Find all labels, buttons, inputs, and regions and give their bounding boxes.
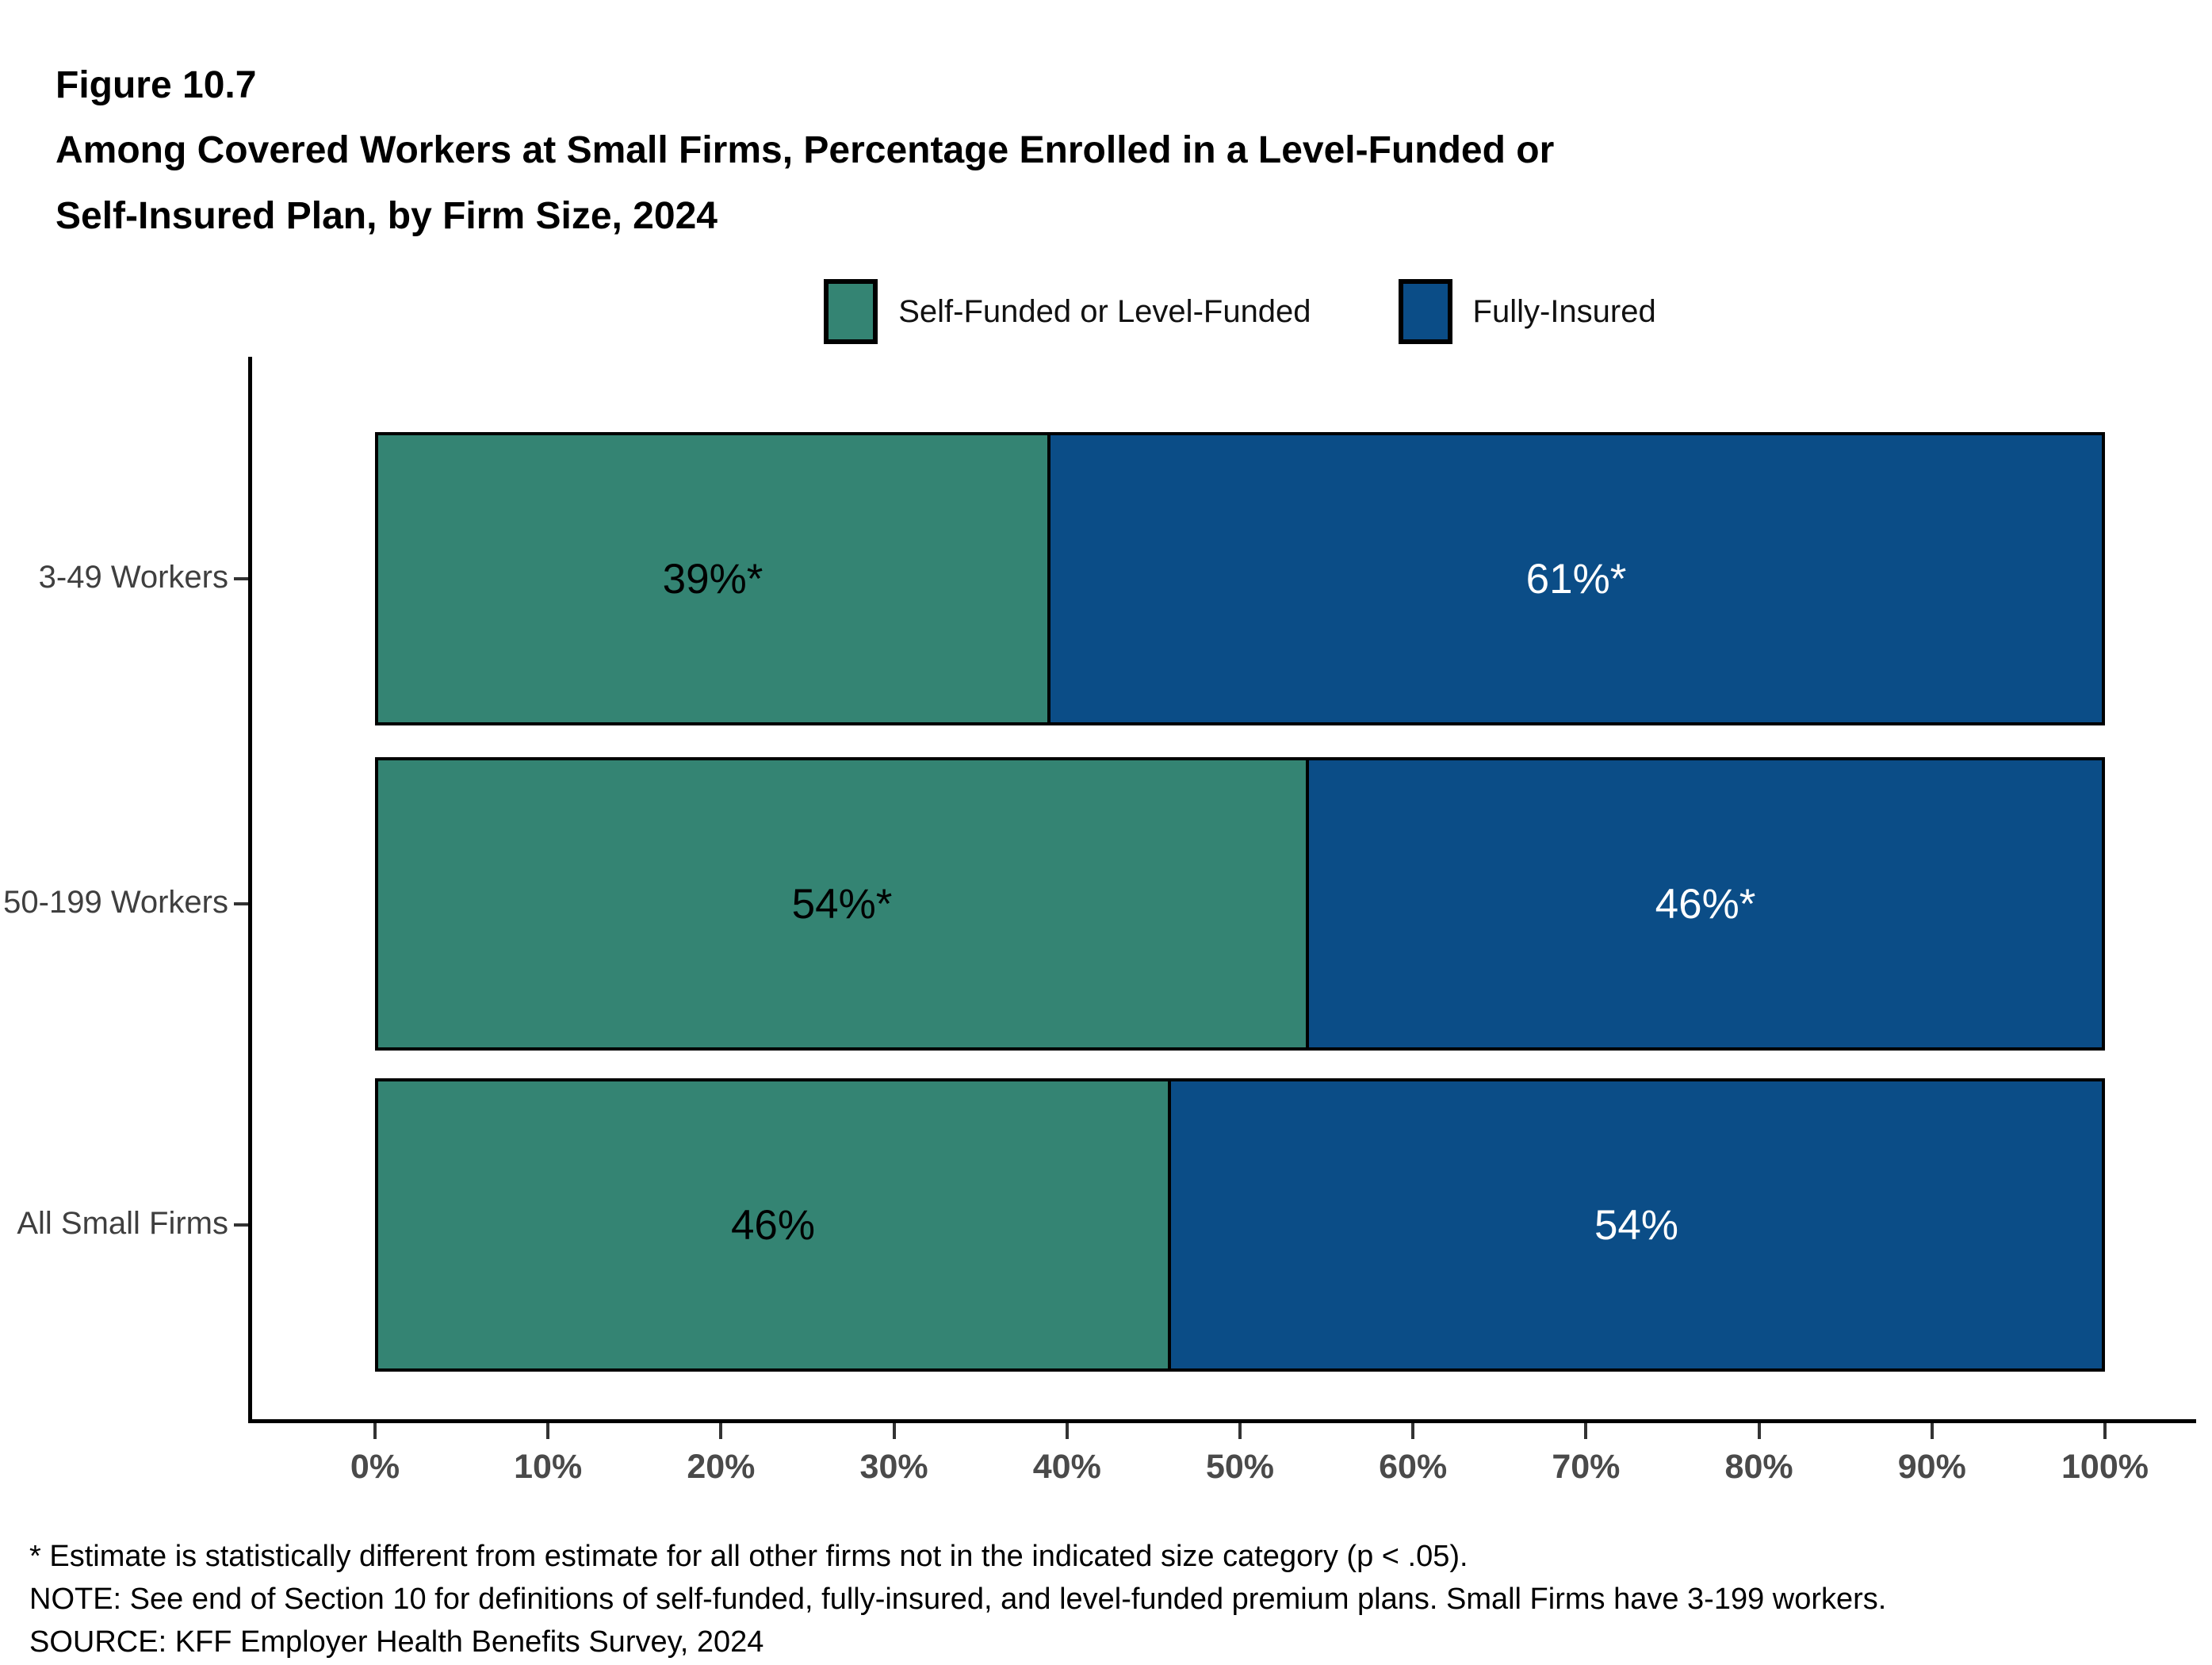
legend-swatch-icon: [1398, 279, 1452, 344]
bar-segment-self-funded: 54%*: [378, 760, 1309, 1047]
legend-label: Self-Funded or Level-Funded: [898, 293, 1311, 329]
bar-value-label: 39%*: [662, 555, 763, 603]
x-tick-label: 60%: [1379, 1448, 1448, 1486]
y-tick-mark: [234, 1223, 248, 1227]
y-axis-line: [248, 357, 252, 1423]
x-tick-mark: [1411, 1423, 1415, 1439]
x-tick-mark: [1584, 1423, 1588, 1439]
x-tick-label: 0%: [350, 1448, 400, 1486]
bar-row: 46% 54%: [375, 1078, 2105, 1372]
bar-segment-fully-insured: 54%: [1171, 1081, 2102, 1368]
x-tick-mark: [1065, 1423, 1069, 1439]
x-tick-mark: [546, 1423, 550, 1439]
y-tick-mark: [234, 577, 248, 580]
x-axis-line: [248, 1419, 2196, 1423]
x-tick-label: 20%: [687, 1448, 756, 1486]
x-tick-mark: [373, 1423, 377, 1439]
bar-value-label: 54%: [1594, 1201, 1679, 1249]
x-tick-mark: [719, 1423, 723, 1439]
x-tick-label: 10%: [514, 1448, 583, 1486]
bar-segment-self-funded: 46%: [378, 1081, 1171, 1368]
x-tick-mark: [892, 1423, 896, 1439]
y-axis-label: 3-49 Workers: [38, 560, 228, 595]
footnote-source: SOURCE: KFF Employer Health Benefits Sur…: [29, 1625, 764, 1659]
y-tick-mark: [234, 902, 248, 905]
bar-row: 54%* 46%*: [375, 757, 2105, 1051]
x-tick-label: 90%: [1897, 1448, 1966, 1486]
chart-header: Figure 10.7 Among Covered Workers at Sma…: [55, 54, 1554, 249]
x-tick-label: 50%: [1205, 1448, 1275, 1486]
x-tick-label: 70%: [1552, 1448, 1621, 1486]
x-tick-label: 100%: [2061, 1448, 2149, 1486]
bar-value-label: 46%*: [1655, 880, 1756, 928]
x-tick-mark: [1238, 1423, 1242, 1439]
bar-segment-self-funded: 39%*: [378, 435, 1051, 722]
bar-segment-fully-insured: 61%*: [1051, 435, 2102, 722]
x-tick-mark: [1930, 1423, 1934, 1439]
y-axis-label: 50-199 Workers: [3, 885, 228, 920]
legend-swatch-icon: [824, 279, 878, 344]
x-tick-label: 40%: [1032, 1448, 1101, 1486]
legend-item-1: Fully-Insured: [1398, 279, 1656, 344]
footnotes: * Estimate is statistically different fr…: [29, 1535, 1886, 1663]
x-tick-mark: [2103, 1423, 2107, 1439]
x-tick-label: 80%: [1724, 1448, 1793, 1486]
footnote-note: NOTE: See end of Section 10 for definiti…: [29, 1583, 1887, 1616]
legend-label: Fully-Insured: [1472, 293, 1656, 329]
figure-number: Figure 10.7: [55, 64, 257, 106]
x-tick-label: 30%: [859, 1448, 928, 1486]
bar-value-label: 61%*: [1525, 555, 1627, 603]
x-tick-mark: [1757, 1423, 1761, 1439]
footnote-asterisk: * Estimate is statistically different fr…: [29, 1540, 1468, 1573]
chart-legend: Self-Funded or Level-Funded Fully-Insured: [375, 279, 2105, 344]
chart-title-line-1: Among Covered Workers at Small Firms, Pe…: [55, 129, 1555, 171]
chart-title-line-2: Self-Insured Plan, by Firm Size, 2024: [55, 195, 718, 237]
bar-segment-fully-insured: 46%*: [1309, 760, 2102, 1047]
y-axis-label: All Small Firms: [17, 1206, 228, 1241]
bar-row: 39%* 61%*: [375, 432, 2105, 725]
bar-value-label: 54%*: [791, 880, 893, 928]
bar-value-label: 46%: [730, 1201, 816, 1249]
legend-item-0: Self-Funded or Level-Funded: [824, 279, 1311, 344]
